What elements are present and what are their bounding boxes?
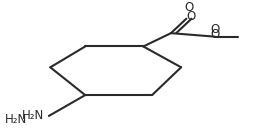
Text: O: O (187, 10, 196, 23)
Text: O: O (184, 1, 194, 14)
Text: H₂N: H₂N (5, 113, 27, 126)
Text: O: O (210, 28, 219, 41)
Text: H₂N: H₂N (22, 109, 44, 122)
Text: O: O (210, 23, 219, 36)
